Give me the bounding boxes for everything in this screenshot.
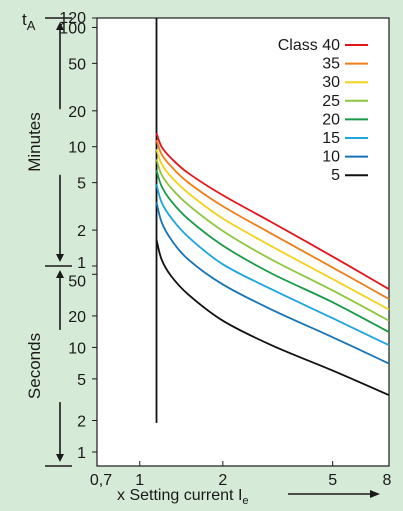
minutes-label: Minutes	[25, 112, 44, 172]
legend-label: 20	[322, 111, 340, 128]
y-axis-label-main: t	[22, 10, 27, 29]
x-axis: 0,7 1 2 5 8 x Setting current Ie	[90, 461, 392, 507]
y-tick-label-minutes: 120	[59, 10, 86, 27]
legend-class-value: 25	[322, 93, 340, 110]
curve-class-30	[155, 149, 390, 311]
x-tick-label: 0,7	[90, 472, 112, 489]
bracket-arrowhead	[56, 22, 64, 30]
label-gap	[55, 329, 65, 403]
x-axis-label-subscript: e	[242, 495, 248, 506]
plot-area	[96, 17, 390, 467]
legend-label: 15	[322, 130, 340, 147]
y-tick-label-seconds: 20	[68, 309, 86, 326]
legend-class-value: 35	[322, 56, 340, 73]
y-tick-label-minutes: 20	[68, 104, 86, 121]
curve-class-10	[155, 202, 390, 365]
x-axis-arrowhead	[370, 490, 380, 498]
x-tick-label: 1	[135, 472, 144, 489]
curve-class-25	[155, 159, 390, 322]
curve-class-15	[155, 184, 390, 346]
legend-label: 30	[322, 74, 340, 91]
curve-class-5	[155, 239, 390, 396]
y-tick-label-minutes: 5	[77, 176, 86, 193]
legend-label: 35	[322, 56, 340, 73]
legend-class-value: 5	[331, 167, 340, 184]
x-tick-label: 8	[383, 472, 392, 489]
x-tick-label: 2	[218, 472, 227, 489]
legend-title: Class	[278, 37, 322, 54]
legend-class-value: 20	[322, 111, 340, 128]
bracket-arrowhead	[56, 454, 64, 462]
time-range-brackets: Minutes Seconds	[25, 17, 72, 467]
bracket-arrowhead	[56, 270, 64, 278]
trip-curves	[155, 18, 390, 423]
legend-class-value: 15	[322, 130, 340, 147]
y-axis-label: tA	[22, 10, 36, 33]
legend-class-value: 40	[322, 37, 340, 54]
legend-label: 5	[331, 167, 340, 184]
y-tick-label-seconds: 1	[77, 445, 86, 462]
seconds-label: Seconds	[25, 333, 44, 399]
legend-label: 10	[322, 149, 340, 166]
y-tick-label-minutes: 50	[68, 56, 86, 73]
y-tick-label-minutes: 100	[59, 20, 86, 37]
y-tick-label-minutes: 10	[68, 140, 86, 157]
y-axis-label-subscript: A	[27, 18, 36, 33]
label-gap	[55, 109, 65, 175]
bracket-arrowhead	[56, 254, 64, 262]
legend-class-value: 10	[322, 149, 340, 166]
y-tick-label-minutes: 2	[77, 223, 86, 240]
curve-class-40	[155, 132, 390, 290]
y-tick-label-seconds: 2	[77, 414, 86, 431]
y-tick-label-seconds: 10	[68, 340, 86, 357]
y-tick-label-seconds: 50	[68, 273, 86, 290]
y-tick-label-minutes: 1	[77, 255, 86, 272]
curve-class-20	[155, 170, 390, 333]
legend-class-value: 30	[322, 74, 340, 91]
curve-class-35	[155, 139, 390, 300]
legend-label: 25	[322, 93, 340, 110]
x-axis-label: x Setting current Ie	[117, 487, 249, 506]
x-tick-label: 5	[328, 472, 337, 489]
legend-label: Class 40	[278, 37, 340, 54]
x-axis-label-main: x Setting current I	[117, 487, 242, 504]
y-tick-label-seconds: 5	[77, 372, 86, 389]
